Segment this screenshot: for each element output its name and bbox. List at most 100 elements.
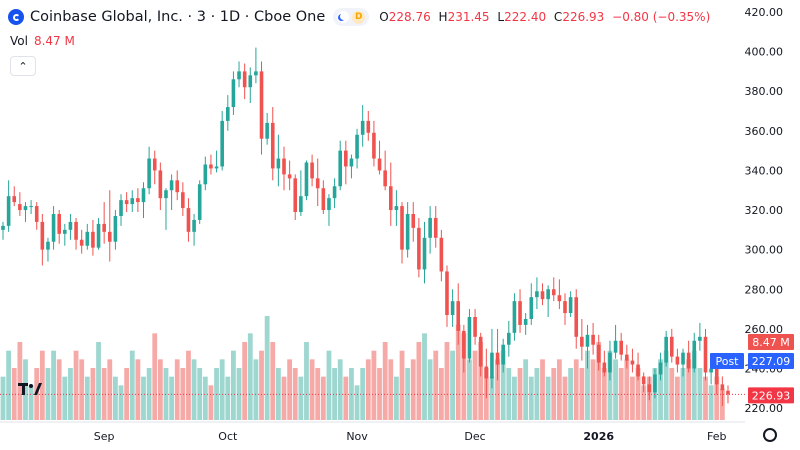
y-tick-label: 320.00 — [745, 204, 784, 217]
candle-body — [507, 332, 511, 345]
volume-bar — [242, 342, 248, 420]
candle-body — [46, 241, 50, 250]
volume-bar — [236, 368, 242, 420]
candle-body — [709, 368, 713, 373]
volume-bar — [157, 359, 163, 420]
candle-body — [366, 120, 371, 133]
candle-body — [439, 237, 444, 272]
volume-bar — [113, 376, 118, 420]
candle-body — [478, 336, 483, 367]
candle-body — [445, 271, 449, 316]
volume-bar — [512, 376, 517, 420]
candle-body — [141, 188, 146, 203]
candle-body — [568, 297, 573, 314]
time-axis: Sep Oct Nov Dec 2026 Feb — [0, 421, 745, 443]
candle-body — [282, 158, 286, 175]
volume-bar — [146, 368, 152, 420]
price-tags: 8.47 M Post 227.09 226.93 — [710, 334, 794, 404]
volume-bar — [658, 359, 663, 420]
candle-body — [315, 178, 320, 189]
volume-bar — [101, 368, 107, 420]
candle-body — [591, 334, 595, 345]
candle-body — [372, 132, 376, 159]
volume-bar — [287, 359, 293, 420]
candle-body — [630, 360, 635, 365]
symbol-title[interactable]: Coinbase Global, Inc. · 3 · 1D · Cboe On… — [30, 9, 326, 25]
candle-body — [124, 200, 129, 205]
close-value: 226.93 — [562, 10, 605, 24]
volume-bar — [180, 368, 186, 420]
high-value: 231.45 — [447, 10, 490, 24]
candle-body — [270, 122, 275, 169]
candle-body — [512, 301, 517, 333]
candle-body — [310, 162, 314, 179]
candle-body — [287, 174, 292, 179]
candle-body — [321, 188, 326, 211]
volume-bar — [590, 359, 596, 420]
chevron-up-icon: ⌃ — [18, 59, 28, 73]
volume-bar — [422, 333, 427, 420]
volume-bar — [320, 376, 326, 420]
candle-body — [107, 231, 112, 242]
volume-bar — [545, 376, 551, 420]
candle-body — [338, 150, 342, 187]
candle-body — [248, 75, 253, 88]
change-value: −0.80 (−0.35%) — [612, 10, 711, 24]
coinbase-logo-icon — [8, 9, 24, 25]
candle-body — [641, 376, 646, 385]
candle-body — [580, 336, 584, 347]
volume-bar — [326, 350, 332, 420]
y-tick-label: 420.00 — [745, 6, 784, 19]
volume-bar — [23, 359, 28, 420]
y-tick-label: 360.00 — [745, 125, 784, 138]
candle-body — [85, 231, 90, 246]
volume-bar — [596, 342, 602, 420]
candle-body — [34, 206, 39, 222]
volume-bar — [455, 324, 461, 420]
candle-body — [265, 122, 269, 139]
volume-bar — [0, 376, 6, 420]
candle-body — [400, 206, 404, 250]
volume-bar — [129, 350, 135, 420]
candle-body — [209, 164, 213, 169]
volume-bar — [197, 368, 203, 420]
candle-body — [231, 79, 236, 108]
candle-body — [675, 356, 680, 365]
volume-bar — [663, 350, 669, 420]
volume-bar — [433, 350, 439, 420]
volume-bar — [259, 350, 264, 420]
volume-bar — [444, 342, 450, 420]
candle-body — [613, 340, 618, 353]
x-tick-label: Nov — [346, 430, 368, 443]
volume-bar — [534, 368, 540, 420]
volume-label: Vol — [10, 34, 28, 48]
volume-bar — [270, 342, 276, 420]
volume-bar — [523, 359, 529, 420]
volume-bar — [332, 368, 337, 420]
collapse-legend-button[interactable]: ⌃ — [10, 56, 36, 76]
candle-body — [551, 289, 556, 296]
price-axis: 420.00 400.00 380.00 360.00 340.00 320.00 300.… — [745, 6, 784, 415]
candle-body — [714, 368, 719, 385]
x-tick-label: Feb — [707, 430, 726, 443]
x-tick-label: 2026 — [583, 430, 614, 443]
candle-body — [6, 196, 11, 226]
gear-icon[interactable] — [763, 428, 777, 442]
volume-bar — [377, 368, 382, 420]
volume-bar — [152, 333, 158, 420]
volume-bar — [394, 376, 399, 420]
low-value: 222.40 — [504, 10, 547, 24]
y-tick-label: 400.00 — [745, 46, 784, 59]
volume-bar — [247, 333, 253, 420]
status-pill[interactable]: D — [333, 8, 370, 26]
x-tick-label: Oct — [218, 430, 238, 443]
candle-body — [130, 198, 135, 205]
volume-bar — [675, 376, 680, 420]
x-tick-label: Sep — [94, 430, 115, 443]
volume-bar — [118, 385, 124, 420]
volume-bar — [275, 368, 281, 420]
tradingview-logo-icon[interactable] — [18, 380, 44, 396]
ohlc-readout: O228.76 H231.45 L222.40 C226.93 −0.80 (−… — [379, 10, 711, 24]
candle-body — [596, 344, 601, 363]
